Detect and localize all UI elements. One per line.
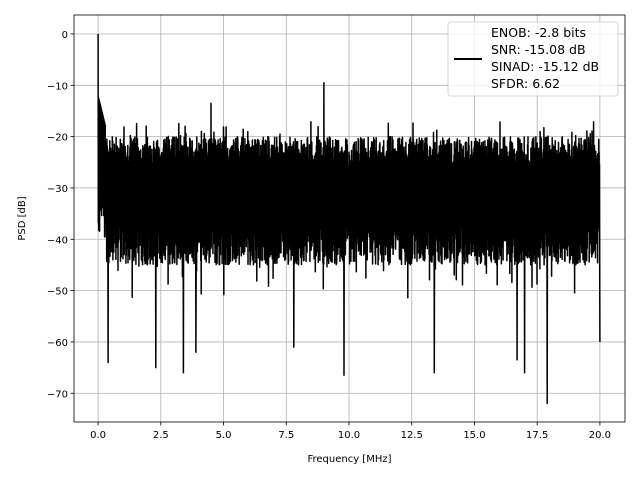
x-tick-label: 0.0	[90, 430, 106, 441]
psd-series	[97, 33, 601, 405]
legend-box	[447, 21, 619, 97]
x-tick-label: 15.0	[463, 430, 485, 441]
y-tick-label: 0	[62, 30, 68, 41]
y-tick-label: −10	[47, 81, 68, 92]
y-tick-label: −50	[47, 287, 68, 298]
x-tick-label: 12.5	[401, 430, 423, 441]
legend-snr: SNR: -15.08 dB	[491, 42, 586, 57]
y-tick-label: −70	[47, 389, 68, 400]
y-tick-label: −20	[47, 133, 68, 144]
x-axis: 0.0 2.5 5.0 7.5 10.0 12.5 15.0 17.5 20.0	[90, 422, 611, 441]
y-tick-label: −40	[47, 235, 68, 246]
x-tick-label: 7.5	[278, 430, 294, 441]
axes-frame	[73, 14, 626, 423]
y-tick-label: −60	[47, 338, 68, 349]
psd-line	[97, 33, 601, 405]
legend-sinad: SINAD: -15.12 dB	[491, 59, 599, 74]
x-tick-label: 17.5	[526, 430, 548, 441]
legend-enob: ENOB: -2.8 bits	[491, 25, 586, 40]
legend: ENOB: -2.8 bits SNR: -15.08 dB SINAD: -1…	[447, 21, 619, 97]
y-axis-label: PSD [dB]	[17, 196, 28, 240]
x-tick-label: 5.0	[216, 430, 232, 441]
x-axis-label: Frequency [MHz]	[307, 454, 391, 465]
y-tick-label: −30	[47, 184, 68, 195]
x-tick-label: 10.0	[338, 430, 360, 441]
y-axis: 0 −10 −20 −30 −40 −50 −60 −70	[47, 30, 74, 400]
legend-sfdr: SFDR: 6.62	[491, 76, 560, 91]
x-tick-label: 2.5	[153, 430, 169, 441]
x-tick-label: 20.0	[589, 430, 611, 441]
